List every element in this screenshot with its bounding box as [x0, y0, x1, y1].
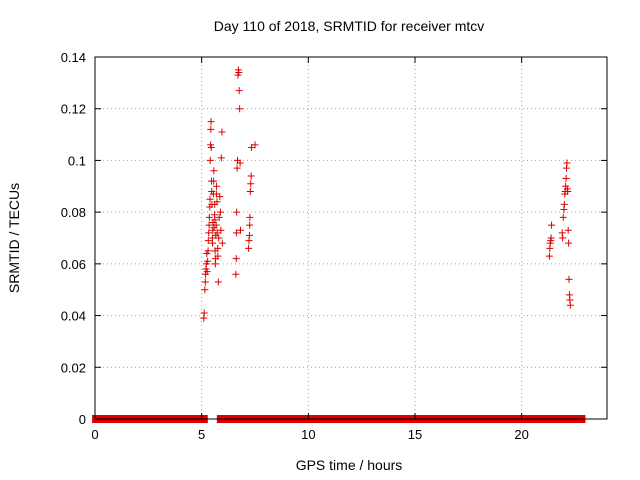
data-point: [204, 257, 212, 265]
data-point: [213, 182, 221, 190]
data-point: [565, 239, 573, 247]
y-tick-label: 0: [79, 412, 86, 427]
data-point: [564, 226, 572, 234]
data-point: [235, 69, 243, 77]
data-point: [246, 221, 254, 229]
x-axis-ticks: 0 5 10 15 20: [91, 57, 529, 442]
data-point: [206, 195, 214, 203]
data-point: [236, 159, 244, 167]
data-point: [232, 255, 240, 263]
data-point: [205, 229, 213, 237]
data-point: [210, 177, 218, 185]
data-point: [233, 164, 241, 172]
data-point: [564, 187, 572, 195]
data-point: [235, 87, 243, 95]
data-point: [204, 237, 212, 245]
data-point: [214, 278, 222, 286]
grid: [95, 57, 607, 419]
x-tick-label: 15: [408, 427, 422, 442]
data-point: [559, 234, 567, 242]
data-point: [560, 200, 568, 208]
data-point: [203, 268, 211, 276]
x-tick-label: 20: [514, 427, 528, 442]
data-point: [201, 278, 209, 286]
x-axis-label: GPS time / hours: [296, 457, 403, 473]
data-point: [215, 213, 223, 221]
data-point: [216, 208, 224, 216]
data-point: [204, 247, 212, 255]
data-point: [212, 221, 220, 229]
y-tick-label: 0.04: [61, 309, 86, 324]
data-point: [545, 252, 553, 260]
data-point: [206, 156, 214, 164]
data-point: [246, 187, 254, 195]
data-point: [213, 198, 221, 206]
data-point: [548, 221, 556, 229]
y-tick-label: 0.08: [61, 205, 86, 220]
data-point: [207, 125, 215, 133]
data-point: [232, 229, 240, 237]
data-point: [236, 226, 244, 234]
data-point: [218, 128, 226, 136]
data-point: [559, 213, 567, 221]
data-points: [200, 66, 574, 322]
y-tick-label: 0.14: [61, 50, 86, 65]
data-point: [207, 118, 215, 126]
data-point: [245, 244, 253, 252]
y-axis-label: SRMTID / TECUs: [6, 183, 22, 293]
data-point: [218, 239, 226, 247]
data-point: [200, 309, 208, 317]
y-tick-label: 0.12: [61, 102, 86, 117]
data-point: [236, 105, 244, 113]
data-point: [210, 167, 218, 175]
data-point: [205, 213, 213, 221]
data-point: [232, 270, 240, 278]
data-point: [217, 154, 225, 162]
data-point: [562, 175, 570, 183]
data-point: [205, 221, 213, 229]
data-point: [211, 216, 219, 224]
data-point: [215, 234, 223, 242]
data-point: [247, 172, 255, 180]
data-point: [245, 231, 253, 239]
data-point: [214, 244, 222, 252]
data-point: [209, 239, 217, 247]
x-tick-label: 0: [91, 427, 98, 442]
data-point: [565, 275, 573, 283]
data-point: [247, 180, 255, 188]
data-point: [566, 301, 574, 309]
data-point: [213, 229, 221, 237]
data-point: [547, 234, 555, 242]
data-point: [217, 226, 225, 234]
chart-title: Day 110 of 2018, SRMTID for receiver mtc…: [214, 18, 485, 34]
y-tick-label: 0.02: [61, 360, 86, 375]
data-point: [201, 286, 209, 294]
x-tick-label: 5: [198, 427, 205, 442]
data-point: [251, 141, 259, 149]
data-point: [563, 159, 571, 167]
data-point: [216, 193, 224, 201]
data-point: [207, 144, 215, 151]
data-point: [214, 252, 222, 260]
x-tick-label: 10: [301, 427, 315, 442]
plot-frame: [94, 56, 608, 420]
data-point: [246, 213, 254, 221]
y-tick-label: 0.1: [68, 153, 86, 168]
data-point: [233, 208, 241, 216]
y-axis-ticks: 0 0.02 0.04 0.06 0.08 0.1 0.12 0.14: [61, 50, 607, 427]
y-tick-label: 0.06: [61, 257, 86, 272]
